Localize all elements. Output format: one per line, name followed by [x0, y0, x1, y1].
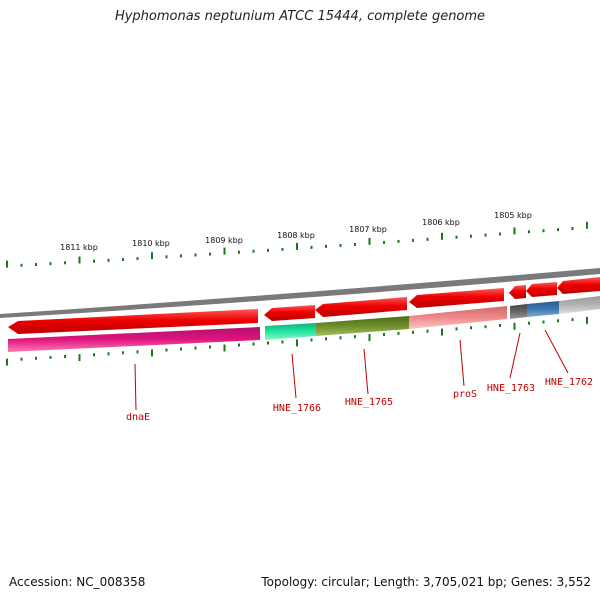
ruler-label-1811: 1811 kbp: [60, 243, 98, 252]
genome-backbone: [0, 268, 600, 318]
genome-title: Hyphomonas neptunium ATCC 15444, complet…: [114, 9, 486, 24]
leader-hne1765: [363, 348, 369, 395]
genome-summary-text: Topology: circular; Length: 3,705,021 bp…: [261, 575, 591, 589]
leader-hne1766: [291, 353, 297, 399]
band-hne1766[interactable]: [265, 323, 316, 340]
ruler-label-1809: 1809 kbp: [205, 236, 243, 245]
gene-arrow-hne1763[interactable]: [509, 285, 526, 299]
gene-label-pros[interactable]: proS: [453, 389, 477, 400]
gene-label-dnaE[interactable]: dnaE: [126, 412, 150, 423]
inner-ruler-ticks: [6, 316, 588, 366]
gene-arrow-hne1762[interactable]: [526, 282, 557, 297]
gene-label-hne1765[interactable]: HNE_1765: [345, 397, 393, 408]
accession-text: Accession: NC_008358: [9, 575, 146, 589]
band-hne1762[interactable]: [527, 301, 559, 317]
gene-arrow-hne1766[interactable]: [264, 305, 315, 321]
ruler-label-1810: 1810 kbp: [132, 239, 170, 248]
gene-label-hne1763[interactable]: HNE_1763: [487, 383, 535, 394]
ruler-label-1806: 1806 kbp: [422, 218, 460, 227]
band-pros[interactable]: [409, 306, 507, 329]
band-dnaE[interactable]: [8, 327, 260, 352]
gene-arrow-hne1765[interactable]: [315, 297, 407, 317]
ruler-label-1808: 1808 kbp: [277, 231, 315, 240]
band-next[interactable]: [559, 296, 600, 314]
band-hne1765[interactable]: [316, 316, 409, 336]
gene-arrow-next[interactable]: [557, 277, 600, 294]
leader-dnaE: [134, 363, 137, 411]
leader-pros: [459, 339, 465, 387]
leader-hne1762: [544, 329, 569, 374]
gene-arrow-pros[interactable]: [409, 288, 504, 308]
ruler-label-1807: 1807 kbp: [349, 225, 387, 234]
gene-arrow-dnaE[interactable]: [8, 309, 258, 334]
leader-hne1763: [509, 332, 521, 379]
ruler-label-1805: 1805 kbp: [494, 211, 532, 220]
gene-label-hne1762[interactable]: HNE_1762: [545, 377, 593, 388]
band-hne1763[interactable]: [510, 304, 527, 319]
outer-ruler-ticks: [6, 221, 588, 268]
gene-label-hne1766[interactable]: HNE_1766: [273, 403, 321, 414]
